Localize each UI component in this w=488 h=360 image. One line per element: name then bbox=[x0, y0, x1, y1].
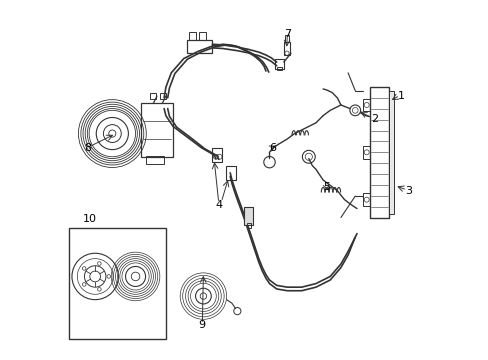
Bar bbox=[199, 32, 205, 40]
Bar bbox=[211, 148, 221, 162]
Bar bbox=[149, 93, 156, 99]
Bar bbox=[363, 193, 369, 206]
Text: 7: 7 bbox=[283, 28, 290, 39]
Text: 1: 1 bbox=[397, 91, 405, 101]
Bar bbox=[283, 42, 290, 55]
Bar bbox=[146, 156, 164, 164]
Text: 8: 8 bbox=[83, 143, 91, 153]
Text: 9: 9 bbox=[198, 320, 205, 330]
Bar bbox=[363, 146, 369, 159]
Bar bbox=[274, 59, 283, 68]
Bar bbox=[225, 166, 235, 180]
Bar bbox=[369, 87, 388, 217]
Bar bbox=[246, 223, 251, 228]
Bar bbox=[244, 207, 253, 225]
Bar bbox=[285, 35, 288, 42]
Text: 4: 4 bbox=[216, 200, 223, 210]
Bar bbox=[363, 99, 369, 111]
Bar bbox=[69, 228, 165, 339]
Text: 10: 10 bbox=[83, 214, 97, 224]
Bar bbox=[141, 103, 173, 157]
Bar bbox=[189, 32, 195, 40]
Text: 2: 2 bbox=[370, 114, 378, 124]
Bar bbox=[388, 91, 393, 214]
Text: 6: 6 bbox=[269, 143, 276, 153]
Bar bbox=[277, 67, 281, 70]
Text: 5: 5 bbox=[323, 182, 329, 192]
Bar bbox=[187, 40, 212, 53]
Bar bbox=[160, 93, 166, 99]
Text: 3: 3 bbox=[405, 186, 411, 196]
